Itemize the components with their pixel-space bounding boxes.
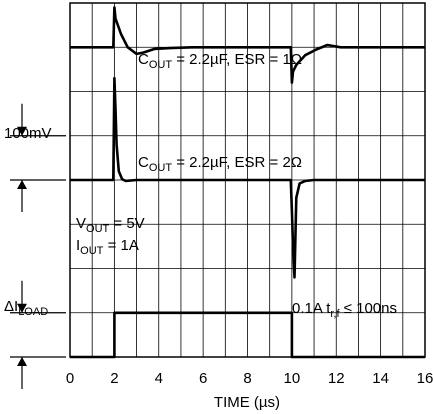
- annotation-trace1: COUT = 2.2µF, ESR = 1Ω: [138, 51, 302, 71]
- x-tick-label: 14: [372, 370, 389, 387]
- scale-arrow-current-up-head: [17, 357, 27, 366]
- x-tick-label: 10: [284, 370, 301, 387]
- annotation-load: 0.1A tr,f ≤ 100ns: [292, 300, 397, 320]
- scale-arrow-voltage-up-head: [17, 180, 27, 189]
- x-tick-label: 8: [243, 370, 251, 387]
- annotation-iout: IOUT = 1A: [76, 237, 139, 257]
- annotation-vout: VOUT = 5V: [76, 215, 145, 235]
- x-tick-label: 2: [110, 370, 118, 387]
- x-tick-label: 4: [155, 370, 163, 387]
- x-axis-label: TIME (µs): [214, 394, 280, 411]
- scale-label-current: ΔILOAD: [4, 298, 48, 318]
- x-tick-label: 0: [66, 370, 74, 387]
- series-line-1: [70, 6, 425, 84]
- x-tick-labels: 0 2 4 6 8 10 12 14 16: [66, 370, 433, 387]
- scale-arrow-voltage-down-head: [17, 126, 27, 136]
- x-tick-label: 12: [328, 370, 345, 387]
- series-line-2: [70, 76, 425, 279]
- x-tick-label: 6: [199, 370, 207, 387]
- scale-arrow-current-down-head: [17, 303, 27, 313]
- series-line-3: [70, 311, 425, 359]
- x-tick-label: 16: [417, 370, 433, 387]
- annotation-trace2: COUT = 2.2µF, ESR = 2Ω: [138, 154, 302, 174]
- scale-label-voltage: 100mV: [4, 125, 52, 142]
- series-group: [70, 6, 425, 359]
- scale-markers: [10, 103, 66, 389]
